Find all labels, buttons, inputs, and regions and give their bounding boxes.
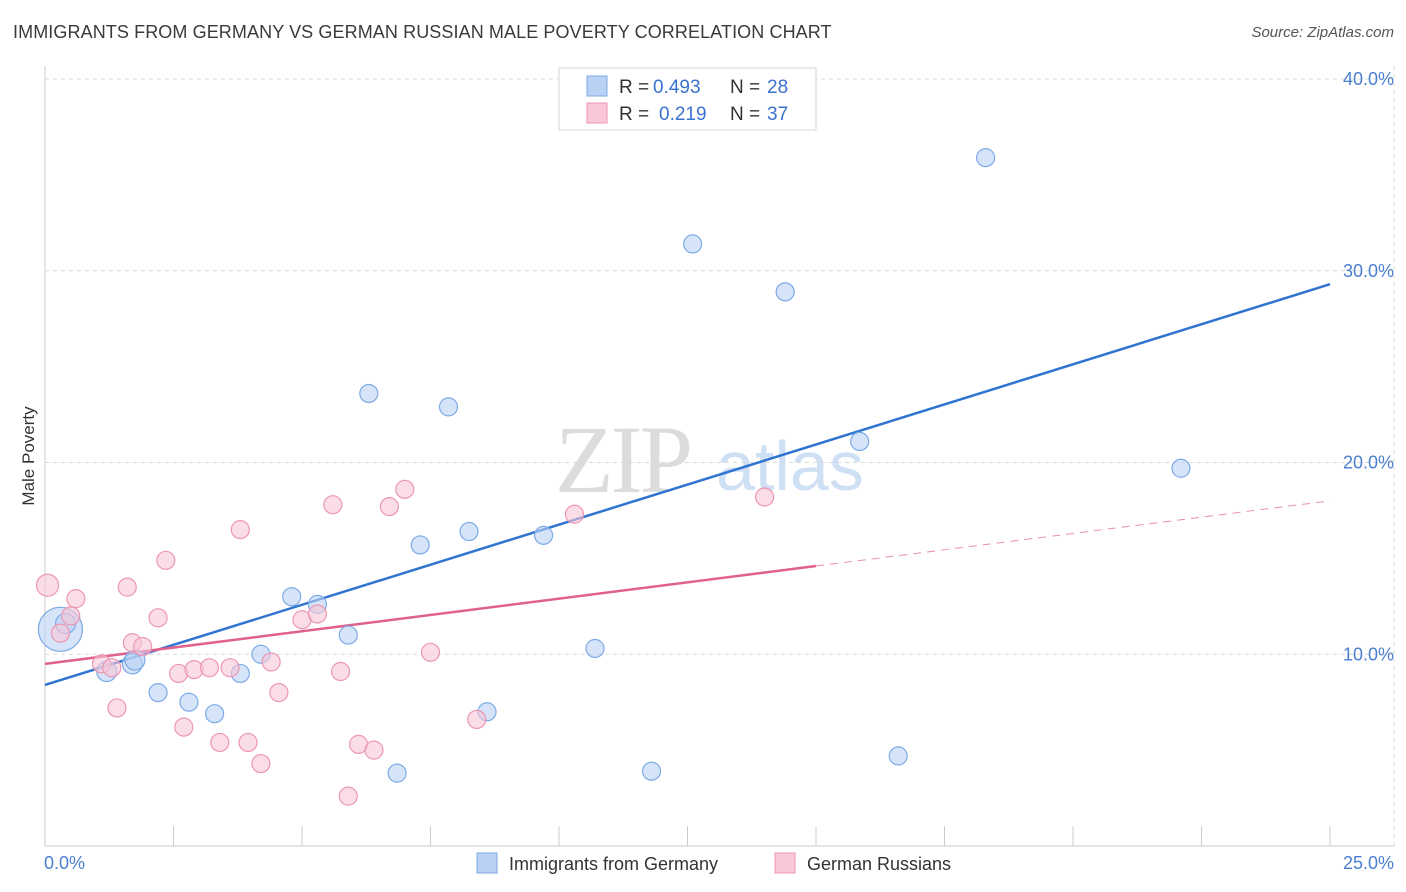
point-german-russian-11	[156, 550, 176, 570]
legend-r-value-2: 0.219	[659, 104, 707, 125]
point-german-russian-3	[66, 589, 86, 609]
watermark-zip: ZIP	[555, 406, 690, 513]
point-german-russian-32	[420, 642, 441, 662]
x-tick-label-min: 0.0%	[44, 853, 85, 873]
legend-r-label-1: R =	[619, 77, 649, 98]
point-germany-25	[850, 431, 870, 452]
y-tick-label-20: 20.0%	[1343, 453, 1394, 473]
x-tick-label-max: 25.0%	[1343, 853, 1394, 873]
correlation-legend: R = 0.493 N = 28 R = 0.219 N = 37	[558, 67, 817, 131]
series-legend-swatch-blue	[476, 852, 498, 874]
point-german-russian-19	[238, 732, 258, 753]
point-german-russian-20	[251, 753, 271, 774]
point-german-russian-33	[467, 709, 487, 730]
series-legend-label-pink: German Russians	[807, 854, 951, 874]
point-germany-7	[205, 704, 225, 724]
series-legend: Immigrants from Germany German Russians	[476, 852, 951, 874]
point-german-russian-18	[230, 520, 250, 540]
watermark-atlas: atlas	[716, 427, 864, 505]
watermark: ZIP atlas	[555, 406, 864, 513]
point-germany-5	[148, 682, 168, 703]
legend-n-value-1: 28	[767, 77, 788, 98]
point-german-russian-30	[379, 497, 399, 517]
point-germany-23	[683, 234, 703, 254]
point-germany-10	[282, 587, 302, 607]
point-german-russian-2	[61, 606, 81, 626]
series-legend-swatch-pink	[774, 852, 796, 874]
series-legend-label-blue: Immigrants from Germany	[509, 854, 718, 874]
legend-n-label-2: N =	[730, 104, 760, 125]
trend-line-pink	[44, 564, 817, 666]
point-german-russian-16	[210, 732, 230, 753]
legend-r-label-2: R =	[619, 104, 649, 125]
point-german-russian-25	[323, 495, 343, 515]
legend-n-value-2: 37	[767, 104, 788, 125]
point-german-russian-31	[395, 479, 415, 499]
legend-n-label-1: N =	[730, 77, 760, 98]
point-german-russian-24	[307, 604, 328, 624]
y-axis-label: Male Poverty	[19, 406, 38, 506]
point-germany-21	[585, 638, 605, 659]
y-tick-label-10: 10.0%	[1343, 644, 1394, 664]
point-german-russian-13	[174, 717, 194, 737]
point-german-russian-9	[133, 636, 153, 657]
point-germany-27	[976, 148, 996, 168]
trend-line-pink-extension	[815, 500, 1331, 567]
source-label: Source: ZipAtlas.com	[1251, 24, 1394, 41]
legend-swatch-pink	[586, 102, 608, 124]
y-tick-labels: 10.0% 20.0% 30.0% 40.0%	[1343, 69, 1394, 664]
point-germany-17	[459, 521, 479, 542]
point-germany-26	[888, 746, 908, 766]
point-germany-15	[410, 535, 430, 555]
point-germany-16	[438, 397, 459, 417]
point-germany-19	[533, 525, 554, 545]
point-german-russian-15	[199, 658, 220, 678]
point-germany-22	[641, 761, 662, 781]
point-german-russian-0	[35, 573, 60, 597]
chart-title: IMMIGRANTS FROM GERMANY VS GERMAN RUSSIA…	[13, 22, 832, 42]
point-german-russian-21	[261, 652, 281, 672]
point-german-russian-1	[50, 623, 71, 643]
point-germany-6	[179, 692, 199, 712]
point-germany-28	[1171, 458, 1191, 478]
point-german-russian-6	[107, 698, 127, 718]
point-german-russian-5	[102, 658, 122, 678]
data-points	[35, 84, 1191, 806]
point-german-russian-29	[364, 740, 384, 760]
axes	[44, 66, 1394, 847]
y-tick-label-40: 40.0%	[1343, 69, 1394, 89]
point-german-russian-17	[220, 658, 240, 678]
point-german-russian-26	[330, 661, 351, 682]
legend-swatch-blue	[586, 75, 608, 97]
trend-lines	[44, 282, 1331, 687]
point-german-russian-27	[338, 786, 358, 806]
point-germany-14	[387, 763, 407, 783]
y-tick-label-30: 30.0%	[1343, 261, 1394, 281]
trend-line-blue	[44, 282, 1331, 687]
point-german-russian-7	[117, 577, 137, 597]
point-german-russian-10	[148, 608, 168, 628]
point-germany-24	[775, 282, 795, 302]
point-german-russian-34	[564, 504, 585, 524]
point-germany-13	[359, 383, 379, 404]
legend-r-value-1: 0.493	[653, 77, 701, 98]
point-german-russian-22	[269, 682, 289, 703]
point-germany-12	[338, 625, 358, 645]
point-german-russian-35	[754, 487, 775, 507]
